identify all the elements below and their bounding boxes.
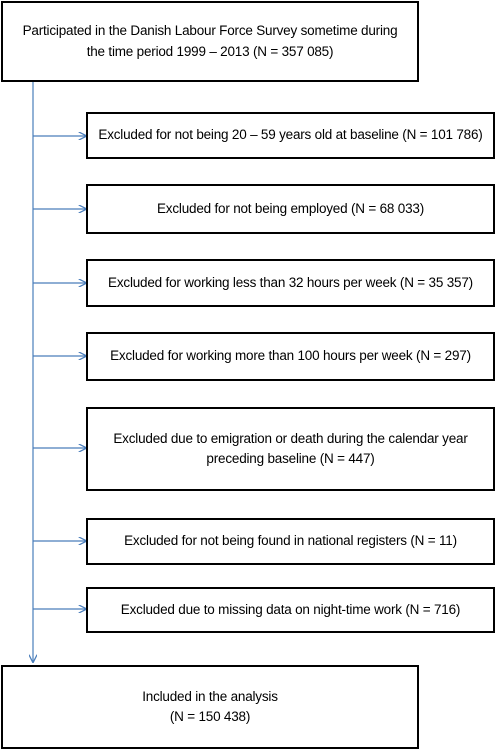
exclusion-box-employment: Excluded for not being employed (N = 68 …	[86, 184, 495, 234]
exclusion-under-32h-line-1: Excluded for working less than 32 hours …	[108, 274, 473, 290]
exclusion-box-emigration: Excluded due to emigration or death duri…	[86, 407, 495, 491]
exclusion-box-registers: Excluded for not being found in national…	[86, 518, 495, 565]
exclusion-registers-line-1: Excluded for not being found in national…	[124, 533, 457, 549]
exclusion-employment-line-1: Excluded for not being employed (N = 68 …	[157, 200, 424, 216]
start-line-1: Participated in the Danish Labour Force …	[22, 23, 398, 39]
start-line-2: the time period 1999 – 2013 (N = 357 085…	[86, 43, 334, 59]
exclusion-age-line-1: Excluded for not being 20 – 59 years old…	[98, 127, 483, 143]
exclusion-box-night-work: Excluded due to missing data on night-ti…	[86, 587, 495, 633]
exclusion-box-under-32h: Excluded for working less than 32 hours …	[86, 259, 495, 307]
exclusion-emigration-line-2: preceding baseline (N = 447)	[206, 451, 375, 466]
exclusion-over-100h-line-1: Excluded for working more than 100 hours…	[110, 348, 471, 364]
exclusion-night-work-line-1: Excluded due to missing data on night-ti…	[120, 601, 461, 617]
end-line-1: Included in the analysis	[142, 688, 278, 704]
exclusion-box-age: Excluded for not being 20 – 59 years old…	[86, 112, 495, 159]
start-box: Participated in the Danish Labour Force …	[1, 1, 419, 82]
exclusion-box-over-100h: Excluded for working more than 100 hours…	[86, 332, 495, 381]
exclusion-emigration-line-1: Excluded due to emigration or death duri…	[113, 430, 468, 446]
end-line-2: (N = 150 438)	[169, 709, 251, 724]
end-box: Included in the analysis (N = 150 438)	[1, 665, 419, 749]
